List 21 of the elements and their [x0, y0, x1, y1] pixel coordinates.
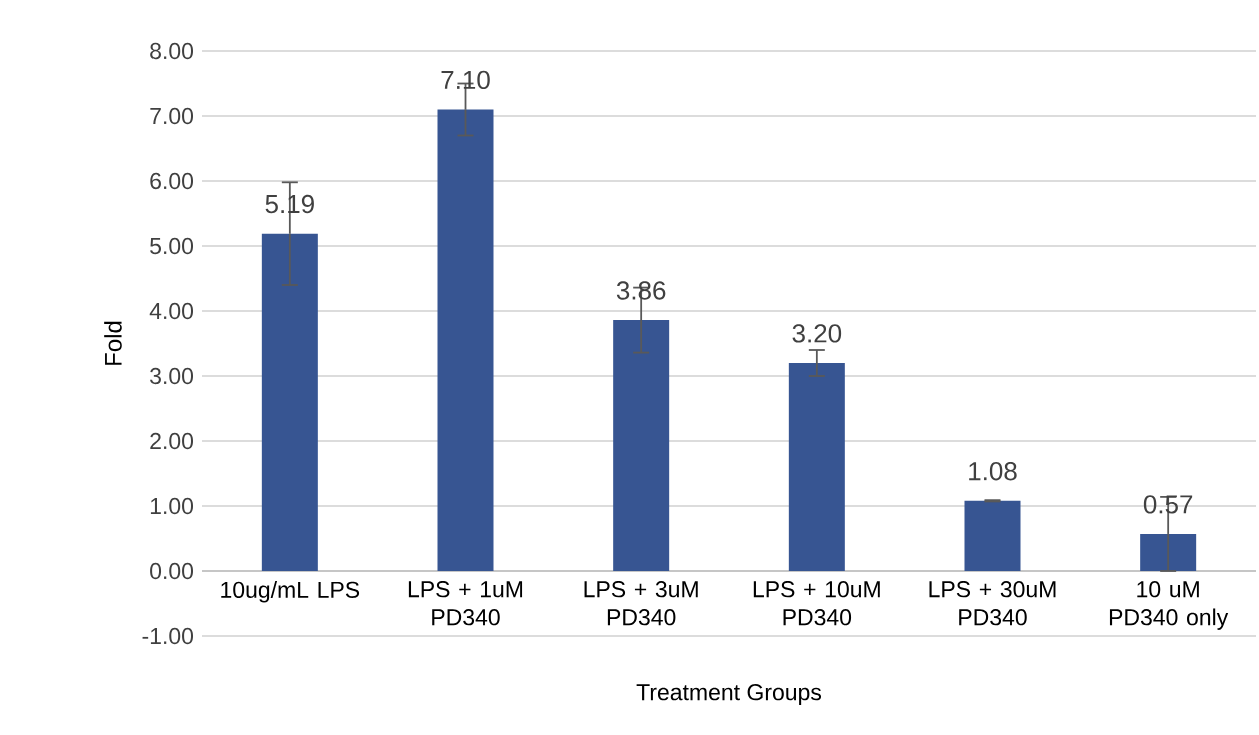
- data-label: 7.10: [441, 70, 490, 90]
- y-tick-label: 5.00: [150, 237, 194, 255]
- y-tick-label: 1.00: [150, 497, 194, 515]
- y-tick-label: 4.00: [149, 302, 194, 320]
- x-axis-title: Treatment Groups: [636, 684, 822, 705]
- data-label: 1.08: [969, 461, 1017, 481]
- y-axis-title: Fold: [104, 321, 122, 365]
- data-label: 3.20: [792, 324, 842, 343]
- x-tick-label: 10ug/mL LPS: [221, 581, 360, 603]
- y-tick-label: 0.00: [150, 562, 194, 580]
- y-tick-label: 6.00: [150, 172, 194, 190]
- y-tick-label: 2.00: [150, 432, 194, 450]
- y-tick-label: 3.00: [150, 367, 194, 385]
- y-tick-label: -1.00: [142, 627, 194, 645]
- y-tick-label: 7.00: [150, 107, 194, 125]
- x-tick-label: LPS + 1uM PD340: [408, 581, 523, 626]
- x-tick-label: LPS + 30uM PD340: [929, 581, 1056, 626]
- y-tick-label: 8.00: [150, 42, 194, 60]
- x-tick-label: LPS + 10uM PD340: [753, 581, 880, 626]
- x-tick-label: LPS + 3uM PD340: [584, 581, 698, 626]
- x-tick-label: 10 uM PD340 only: [1109, 581, 1229, 630]
